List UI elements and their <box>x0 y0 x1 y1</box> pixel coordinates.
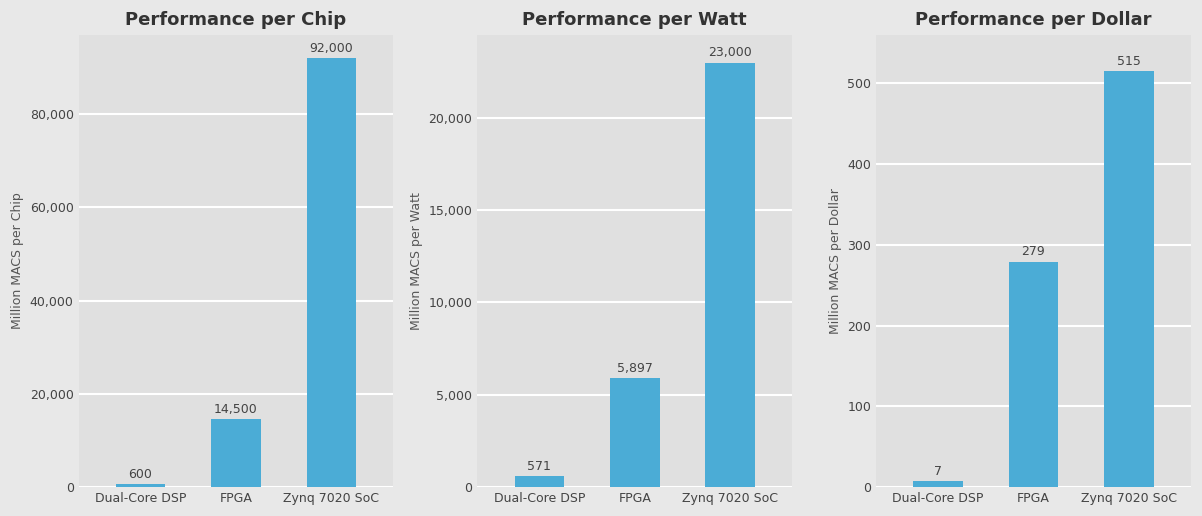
Text: 23,000: 23,000 <box>708 46 752 59</box>
Text: 92,000: 92,000 <box>309 41 353 55</box>
Text: 279: 279 <box>1022 245 1046 258</box>
Bar <box>1008 262 1058 487</box>
Text: 5,897: 5,897 <box>617 362 653 375</box>
Text: 571: 571 <box>528 460 552 473</box>
Bar <box>514 476 564 487</box>
Text: 14,500: 14,500 <box>214 403 257 416</box>
Bar <box>609 378 660 487</box>
Bar <box>115 484 166 487</box>
Text: 7: 7 <box>934 465 942 478</box>
Bar <box>1105 71 1154 487</box>
Text: 515: 515 <box>1117 55 1141 68</box>
Y-axis label: Million MACS per Chip: Million MACS per Chip <box>11 192 24 329</box>
Title: Performance per Chip: Performance per Chip <box>125 11 346 29</box>
Bar <box>212 420 261 487</box>
Y-axis label: Million MACS per Watt: Million MACS per Watt <box>410 192 423 330</box>
Bar <box>706 62 755 487</box>
Bar <box>307 58 356 487</box>
Title: Performance per Watt: Performance per Watt <box>523 11 746 29</box>
Bar <box>914 481 963 487</box>
Y-axis label: Million MACS per Dollar: Million MACS per Dollar <box>828 188 841 334</box>
Title: Performance per Dollar: Performance per Dollar <box>915 11 1152 29</box>
Text: 600: 600 <box>129 467 153 480</box>
